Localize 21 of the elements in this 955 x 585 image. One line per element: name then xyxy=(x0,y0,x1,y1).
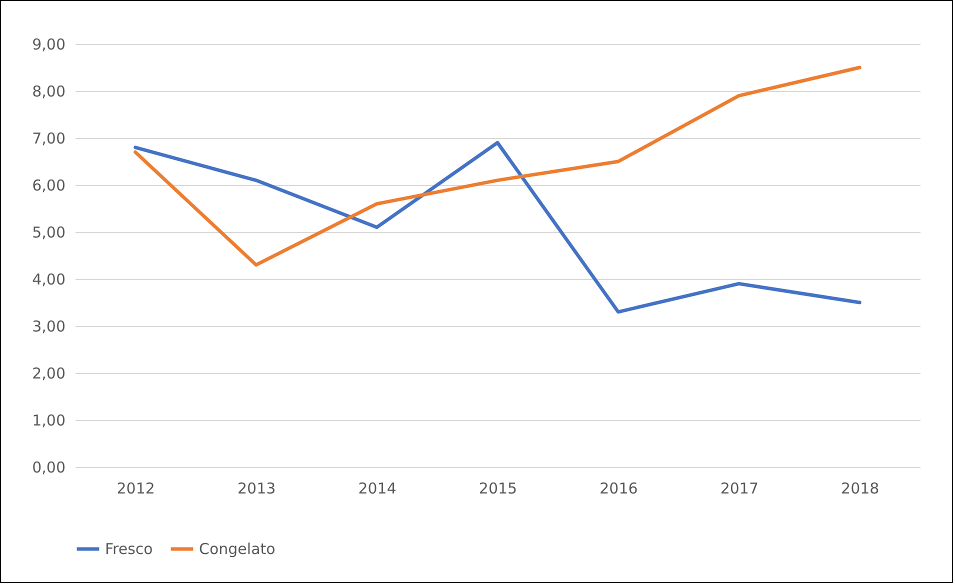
line-series xyxy=(134,140,862,314)
y-tick-label: 2,00 xyxy=(32,364,66,382)
x-tick-label: 2015 xyxy=(478,480,518,498)
x-tick-label: 2016 xyxy=(600,480,638,498)
legend-label: Fresco xyxy=(105,540,153,558)
y-tick-label: 9,00 xyxy=(32,36,66,54)
y-tick-label: 5,00 xyxy=(32,224,66,242)
y-tick-label: 4,00 xyxy=(32,270,66,288)
x-tick-label: 2012 xyxy=(116,480,155,498)
legend-label: Congelato xyxy=(199,540,276,558)
y-tick-label: 3,00 xyxy=(32,318,66,336)
x-tick-label: 2014 xyxy=(358,480,396,498)
y-tick-label: 0,00 xyxy=(32,458,66,476)
x-tick-label: 2018 xyxy=(841,480,880,498)
y-tick-label: 7,00 xyxy=(32,130,66,148)
x-tick-label: 2013 xyxy=(237,480,276,498)
y-tick-label: 6,00 xyxy=(32,176,66,194)
y-tick-label: 8,00 xyxy=(32,82,66,100)
line-series xyxy=(134,66,862,267)
x-tick-label: 2017 xyxy=(720,480,759,498)
y-tick-label: 1,00 xyxy=(32,412,66,430)
